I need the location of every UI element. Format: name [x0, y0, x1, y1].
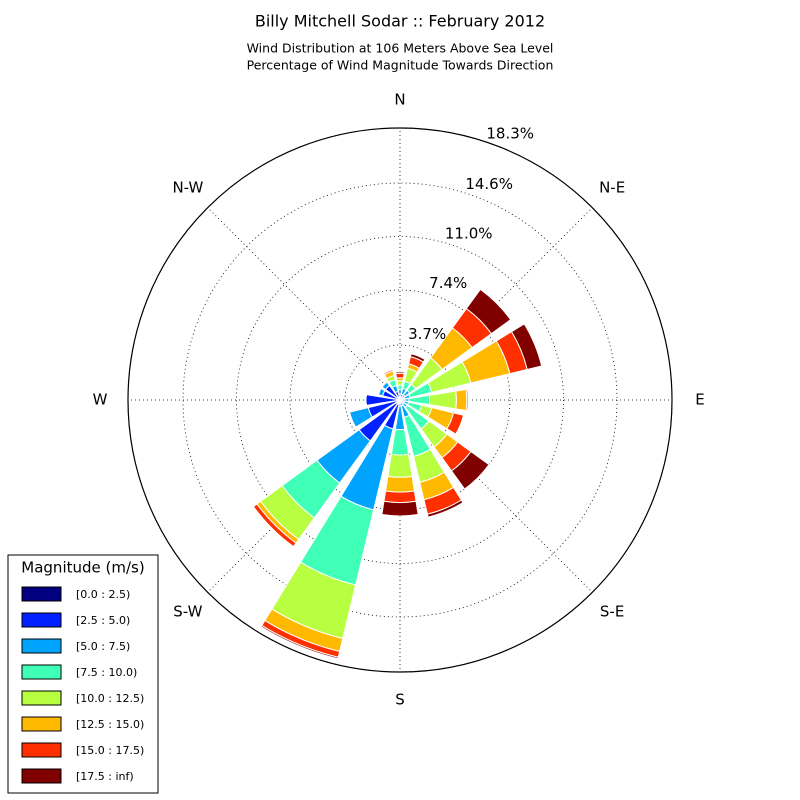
bar-segment — [377, 388, 382, 395]
bar-segment — [381, 500, 419, 517]
legend-swatch — [21, 664, 62, 680]
bar-segment — [385, 475, 415, 493]
direction-label: N-E — [599, 178, 625, 196]
legend-swatch — [21, 638, 62, 654]
r-tick-label: 18.3% — [486, 124, 534, 142]
direction-label: N-W — [172, 178, 203, 196]
legend-label: [2.5 : 5.0) — [76, 614, 130, 627]
legend-label: [12.5 : 15.0) — [76, 718, 144, 731]
bar-segment — [397, 384, 403, 391]
bar-segment — [395, 372, 405, 379]
legend-swatch — [21, 586, 62, 602]
legend-label: [15.0 : 17.5) — [76, 744, 144, 757]
bar-segment — [381, 381, 388, 388]
bar-segment — [383, 490, 417, 504]
direction-label: S — [395, 691, 405, 709]
bars — [252, 288, 543, 660]
chart-subtitle: Percentage of Wind Magnitude Towards Dir… — [247, 58, 554, 73]
direction-label: E — [695, 391, 704, 409]
legend-label: [5.0 : 7.5) — [76, 640, 130, 653]
legend-label: [17.5 : inf) — [76, 770, 134, 783]
bar-segment — [395, 371, 405, 375]
legend-title: Magnitude (m/s) — [21, 559, 144, 577]
spoke — [399, 399, 593, 593]
r-tick-label: 3.7% — [408, 325, 446, 343]
legend-swatch — [21, 690, 62, 706]
direction-label: W — [93, 391, 108, 409]
legend-label: [10.0 : 12.5) — [76, 692, 144, 705]
direction-label: S-W — [173, 603, 202, 621]
direction-label: N — [394, 91, 405, 109]
grid-circle — [182, 182, 618, 618]
grid — [127, 127, 673, 673]
bar-segment — [455, 388, 468, 412]
spoke — [207, 207, 401, 401]
grid-circle — [236, 236, 564, 564]
bar-segment — [260, 624, 339, 660]
chart-subtitle: Wind Distribution at 106 Meters Above Se… — [247, 41, 554, 56]
legend: Magnitude (m/s) [0.0 : 2.5) [2.5 : 5.0) [5… — [7, 554, 159, 794]
grid-circle — [127, 127, 673, 673]
bar-segment — [387, 453, 413, 478]
bar-segment — [396, 380, 404, 386]
legend-label: [7.5 : 10.0) — [76, 666, 137, 679]
labels: 3.7% 7.4% 11.0% 14.6% 18.3% N N-E E S-E S S-W W N-W — [93, 91, 705, 709]
legend-swatch — [21, 716, 62, 732]
legend-swatch — [21, 768, 62, 784]
legend-swatch — [21, 612, 62, 628]
legend-swatch — [21, 742, 62, 758]
chart-title: Billy Mitchell Sodar :: February 2012 — [255, 12, 545, 31]
bar-segment — [409, 353, 426, 363]
direction-label: S-E — [600, 603, 624, 621]
r-tick-label: 14.6% — [465, 175, 513, 193]
bar-segment — [383, 369, 393, 374]
r-tick-label: 11.0% — [445, 225, 493, 243]
bar-segment — [510, 323, 543, 371]
r-tick-label: 7.4% — [429, 274, 467, 292]
bar-segment — [450, 450, 490, 490]
bar-segment — [426, 499, 464, 518]
legend-label: [0.0 : 2.5) — [76, 588, 130, 601]
bar-segment — [465, 288, 512, 335]
